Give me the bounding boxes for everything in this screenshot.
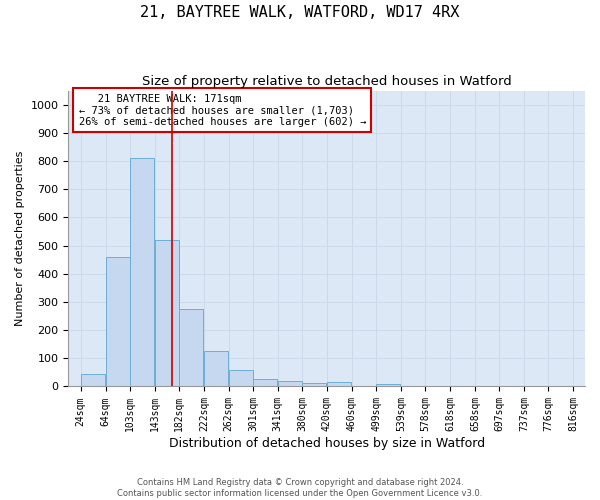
Text: 21, BAYTREE WALK, WATFORD, WD17 4RX: 21, BAYTREE WALK, WATFORD, WD17 4RX: [140, 5, 460, 20]
Bar: [376, 384, 400, 386]
Bar: [302, 383, 326, 386]
Title: Size of property relative to detached houses in Watford: Size of property relative to detached ho…: [142, 75, 512, 88]
Bar: [327, 382, 351, 386]
Bar: [229, 370, 253, 386]
Bar: [155, 240, 179, 386]
X-axis label: Distribution of detached houses by size in Watford: Distribution of detached houses by size …: [169, 437, 485, 450]
Y-axis label: Number of detached properties: Number of detached properties: [15, 151, 25, 326]
Bar: [130, 158, 154, 386]
Text: Contains HM Land Registry data © Crown copyright and database right 2024.
Contai: Contains HM Land Registry data © Crown c…: [118, 478, 482, 498]
Bar: [253, 380, 277, 386]
Bar: [81, 374, 105, 386]
Text: 21 BAYTREE WALK: 171sqm
← 73% of detached houses are smaller (1,703)
26% of semi: 21 BAYTREE WALK: 171sqm ← 73% of detache…: [79, 94, 366, 126]
Bar: [106, 257, 130, 386]
Bar: [278, 381, 302, 386]
Bar: [204, 351, 228, 386]
Bar: [179, 309, 203, 386]
